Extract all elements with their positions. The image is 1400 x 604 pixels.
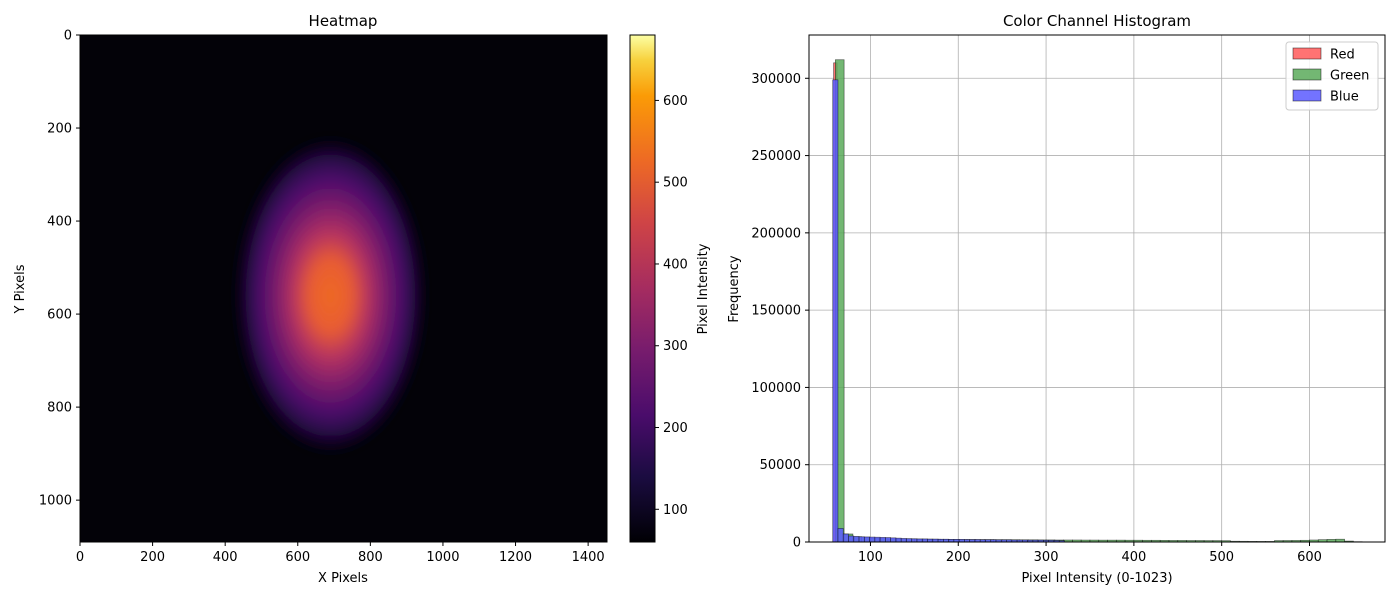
heatmap-y-tick-label: 800 [47,401,72,416]
legend-label-blue: Blue [1330,90,1359,105]
colorbar-tick-label: 500 [663,176,688,191]
colorbar: 100 200 300 400 500 600 Pixel Intensity [630,35,711,542]
colorbar-tick-label: 300 [663,339,688,354]
histogram-x-tick-label: 600 [1297,550,1322,565]
histogram-y-tick-label: 100000 [751,381,801,396]
histogram-bar-blue [906,539,911,542]
histogram-bar-blue [880,537,885,542]
heatmap-y-tick-label: 0 [64,29,72,44]
histogram-bar-blue [843,534,848,542]
histogram-legend: Red Green Blue [1286,42,1378,110]
heatmap-x-tick-label: 400 [213,550,238,565]
heatmap-x-tick-label: 1000 [426,550,459,565]
heatmap-y-tick-label: 1000 [39,494,72,509]
histogram-bar-blue [849,536,854,542]
colorbar-tick-label: 600 [663,94,688,109]
heatmap-title: Heatmap [309,12,378,30]
heatmap-x-tick-label: 0 [76,550,84,565]
legend-swatch-blue [1293,90,1321,101]
histogram-bar-blue [864,537,869,542]
heatmap-y-ticks: 0 200 400 600 800 1000 [39,29,80,509]
histogram-bar-blue [891,538,896,542]
histogram-x-tick-label: 400 [1121,550,1146,565]
heatmap-x-label: X Pixels [318,571,368,586]
histogram-y-tick-label: 250000 [751,149,801,164]
histogram-bar-blue [859,537,864,542]
histogram-bar-blue [838,528,843,542]
histogram-y-ticks: 0 50000 100000 150000 200000 250000 300000 [751,72,809,551]
histogram-y-tick-label: 50000 [760,458,801,473]
histogram-bar-blue [896,538,901,542]
histogram-bar-blue [885,538,890,542]
colorbar-tick-label: 200 [663,421,688,436]
histogram-bar-blue [870,537,875,542]
heatmap-x-tick-label: 1200 [499,550,532,565]
colorbar-tick-label: 400 [663,257,688,272]
histogram-bar-blue [875,537,880,542]
histogram-y-tick-label: 0 [793,536,801,551]
histogram-x-ticks: 100 200 300 400 500 600 [858,542,1322,565]
histogram-x-tick-label: 100 [858,550,883,565]
histogram-bar-blue [854,536,859,542]
histogram-x-tick-label: 500 [1209,550,1234,565]
histogram-title: Color Channel Histogram [1003,12,1191,30]
histogram-y-label: Frequency [727,255,742,322]
colorbar-ticks: 100 200 300 400 500 600 [655,94,688,518]
histogram-bar-blue [833,80,838,542]
histogram-panel: Color Channel Histogram 100 200 300 400 500 6… [727,12,1385,586]
colorbar-tick-label: 100 [663,503,688,518]
heatmap-x-tick-label: 200 [140,550,165,565]
histogram-plot-area [809,35,1385,542]
legend-swatch-red [1293,48,1321,59]
heatmap-x-ticks: 0 200 400 600 800 1000 1200 1400 [76,542,605,565]
heatmap-x-tick-label: 600 [285,550,310,565]
heatmap-y-tick-label: 600 [47,308,72,323]
legend-label-red: Red [1330,48,1355,63]
histogram-y-tick-label: 300000 [751,72,801,87]
histogram-x-tick-label: 200 [946,550,971,565]
histogram-bar-blue [901,538,906,542]
heatmap-y-tick-label: 200 [47,122,72,137]
heatmap-blob [232,133,428,459]
histogram-y-tick-label: 150000 [751,304,801,319]
colorbar-gradient [630,35,655,542]
legend-label-green: Green [1330,69,1369,84]
heatmap-y-tick-label: 400 [47,215,72,230]
histogram-x-tick-label: 300 [1034,550,1059,565]
histogram-x-label: Pixel Intensity (0-1023) [1021,571,1172,586]
heatmap-y-label: Y Pixels [13,264,28,314]
heatmap-x-tick-label: 1400 [572,550,605,565]
histogram-y-tick-label: 200000 [751,226,801,241]
legend-swatch-green [1293,69,1321,80]
heatmap-x-tick-label: 800 [358,550,383,565]
heatmap-panel: Heatmap 0 200 400 600 800 1000 1200 1400 0 200 40… [13,12,607,586]
colorbar-label: Pixel Intensity [696,243,711,334]
